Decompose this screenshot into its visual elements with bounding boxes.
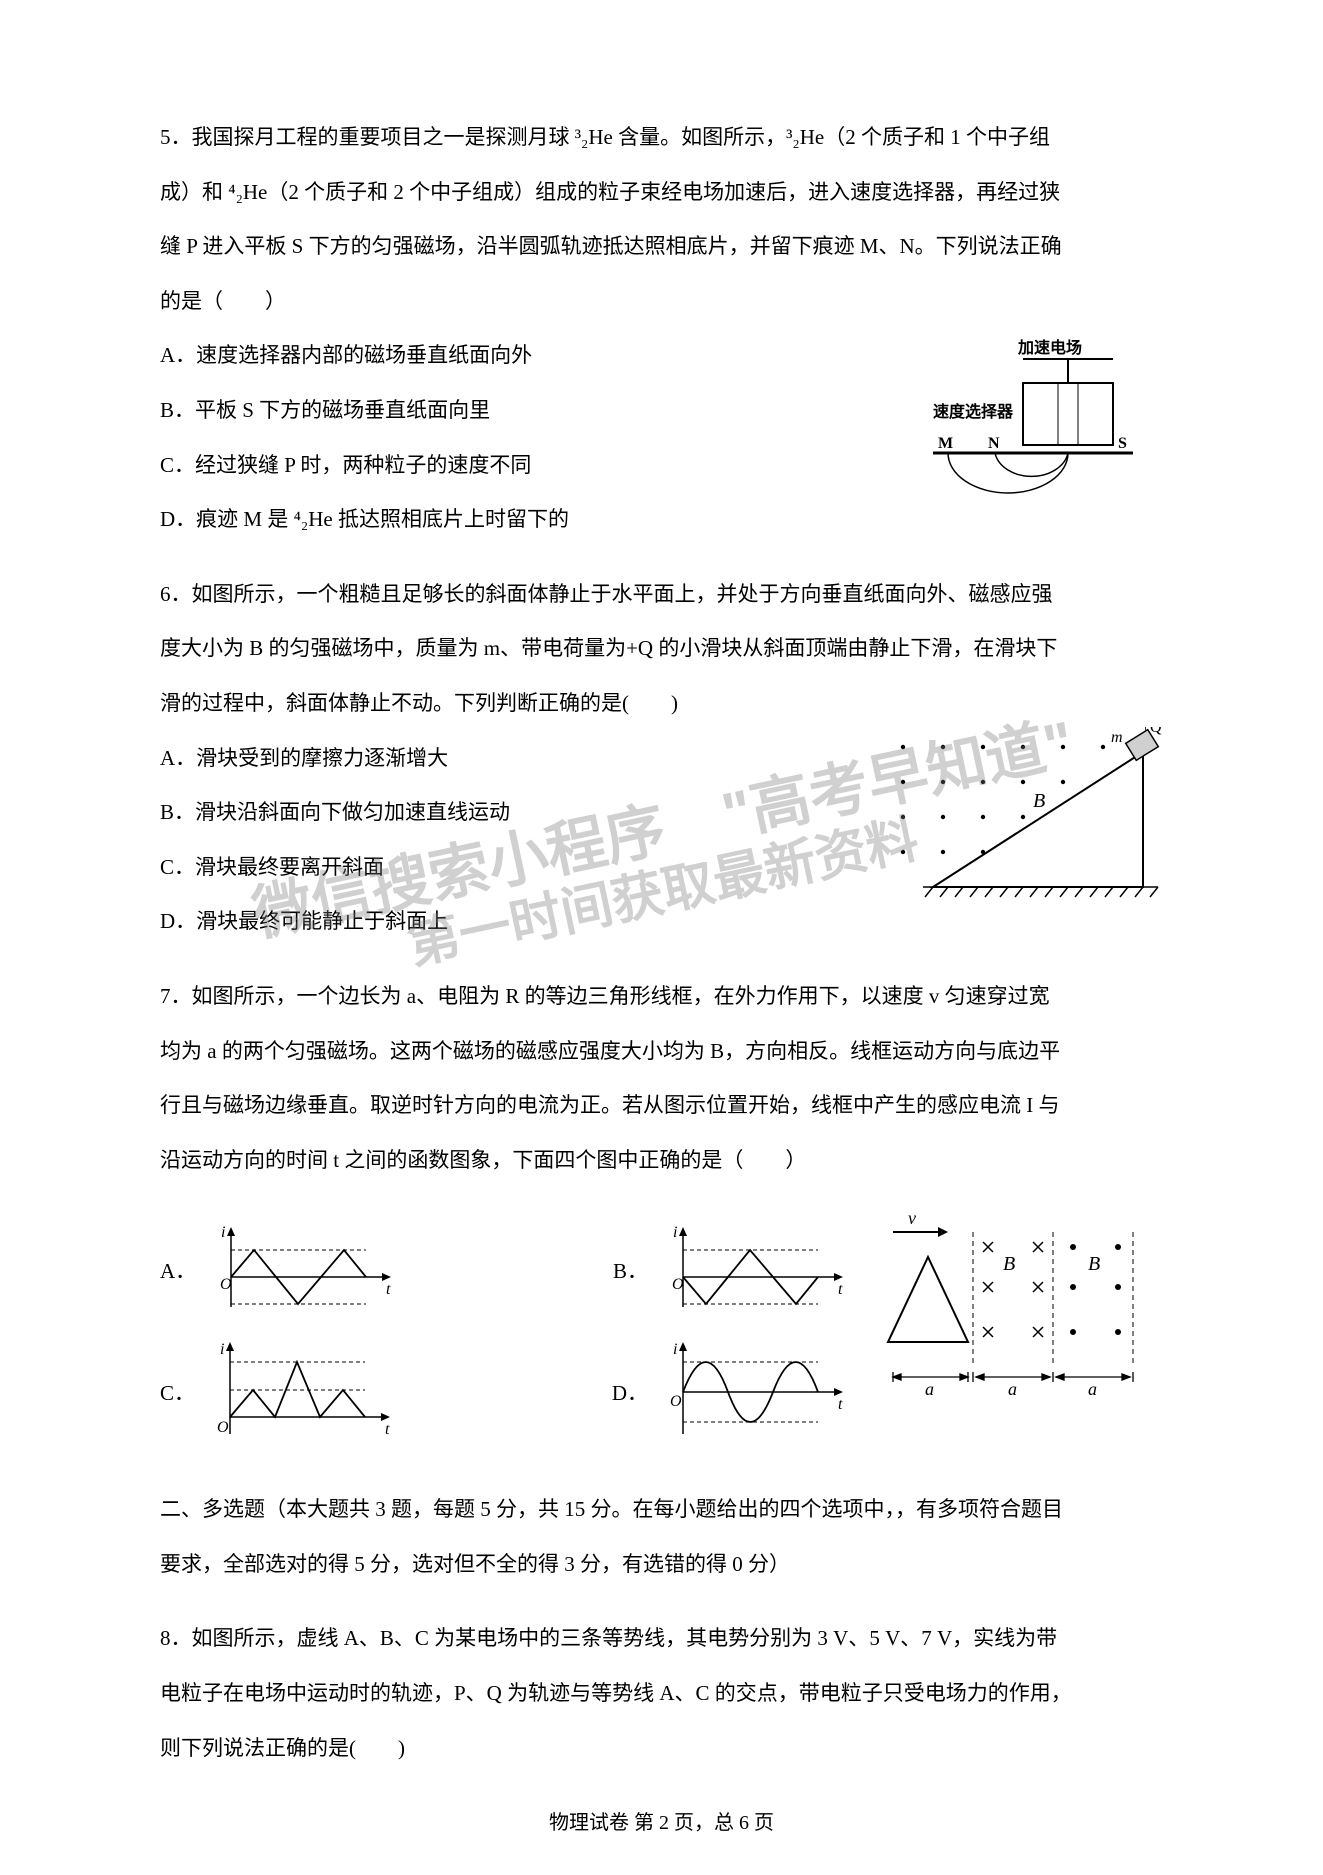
section2-line1: 二、多选题（本大题共 3 题，每题 5 分，共 15 分。在每小题给出的四个选项… (160, 1482, 1163, 1537)
svg-text:a: a (1088, 1379, 1097, 1399)
svg-text:t: t (838, 1396, 843, 1413)
svg-text:B: B (1088, 1253, 1100, 1275)
svg-text:a: a (1008, 1379, 1017, 1399)
q7-graph-b: i O t (658, 1222, 853, 1317)
q6-stem-3: 滑的过程中，斜面体静止不动。下列判断正确的是( ) (160, 676, 1163, 731)
q8-stem-1: 8．如图所示，虚线 A、B、C 为某电场中的三条等势线，其电势分别为 3 V、5… (160, 1611, 1163, 1666)
q7-field-diagram: v B (873, 1202, 1163, 1407)
svg-text:O: O (670, 1393, 682, 1410)
q5-stem-1: 5．我国探月工程的重要项目之一是探测月球 ³₂He 含量。如图所示，³₂He（2… (160, 110, 1163, 165)
q7-option-c: C． i O t (160, 1342, 400, 1442)
svg-text:O: O (217, 1419, 229, 1436)
q7-graph-c: i O t (205, 1342, 400, 1442)
section2-line2: 要求，全部选对的得 5 分，选对但不全的得 3 分，有选错的得 0 分） (160, 1537, 1163, 1592)
q6-dia-m: m (1111, 729, 1123, 746)
q5-dia-m: M (938, 435, 953, 452)
q5-dia-selector: 速度选择器 (933, 402, 1014, 421)
q6-stem-1: 6．如图所示，一个粗糙且足够长的斜面体静止于水平面上，并处于方向垂直纸面向外、磁… (160, 567, 1163, 622)
q7-stem-4: 沿运动方向的时间 t 之间的函数图象，下面四个图中正确的是（ ） (160, 1133, 1163, 1188)
section-2-header: 二、多选题（本大题共 3 题，每题 5 分，共 15 分。在每小题给出的四个选项… (160, 1482, 1163, 1591)
svg-text:a: a (925, 1379, 934, 1399)
svg-text:i: i (673, 1224, 677, 1241)
svg-text:i: i (673, 1342, 677, 1358)
q8-stem-3: 则下列说法正确的是( ) (160, 1721, 1163, 1776)
q5-dia-field: 加速电场 (1017, 338, 1082, 357)
q6-dia-b: B (1033, 790, 1045, 812)
svg-text:i: i (221, 1224, 225, 1241)
q5-dia-n: N (988, 435, 1000, 452)
svg-text:t: t (386, 1281, 391, 1298)
q5-dia-s: S (1118, 435, 1127, 452)
q7-option-a: A． i O t (160, 1222, 401, 1317)
q7-graph-d: i O t (658, 1342, 853, 1442)
q5-diagram: 加速电场 速度选择器 M N S (903, 335, 1163, 520)
svg-text:i: i (220, 1342, 224, 1358)
q7-stem-3: 行且与磁场边缘垂直。取逆时针方向的电流为正。若从图示位置开始，线框中产生的感应电… (160, 1078, 1163, 1133)
svg-text:v: v (908, 1208, 916, 1228)
q7-stem-2: 均为 a 的两个匀强磁场。这两个磁场的磁感应强度大小均为 B，方向相反。线框运动… (160, 1024, 1163, 1079)
question-7: 7．如图所示，一个边长为 a、电阻为 R 的等边三角形线框，在外力作用下，以速度… (160, 969, 1163, 1442)
question-8: 8．如图所示，虚线 A、B、C 为某电场中的三条等势线，其电势分别为 3 V、5… (160, 1611, 1163, 1775)
q8-stem-2: 电粒子在电场中运动时的轨迹，P、Q 为轨迹与等势线 A、C 的交点，带电粒子只受… (160, 1666, 1163, 1721)
q7-stem-1: 7．如图所示，一个边长为 a、电阻为 R 的等边三角形线框，在外力作用下，以速度… (160, 969, 1163, 1024)
q5-stem-3: 缝 P 进入平板 S 下方的匀强磁场，沿半圆弧轨迹抵达照相底片，并留下痕迹 M、… (160, 219, 1163, 274)
q6-dia-q: +Q (1141, 727, 1162, 736)
q7-option-b: B． i O t (613, 1222, 853, 1317)
svg-text:t: t (838, 1281, 843, 1298)
q7-graph-a: i O t (206, 1222, 401, 1317)
svg-text:B: B (1003, 1253, 1015, 1275)
question-5: 5．我国探月工程的重要项目之一是探测月球 ³₂He 含量。如图所示，³₂He（2… (160, 110, 1163, 547)
q6-stem-2: 度大小为 B 的匀强磁场中，质量为 m、带电荷量为+Q 的小滑块从斜面顶端由静止… (160, 621, 1163, 676)
question-6: 6．如图所示，一个粗糙且足够长的斜面体静止于水平面上，并处于方向垂直纸面向外、磁… (160, 567, 1163, 949)
svg-text:O: O (672, 1276, 684, 1293)
q5-stem-2: 成）和 ⁴₂He（2 个质子和 2 个中子组成）组成的粒子束经电场加速后，进入速… (160, 165, 1163, 220)
q7-option-d: D． i O t (612, 1342, 853, 1442)
page-footer: 物理试卷 第 2 页，总 6 页 (0, 1806, 1323, 1835)
svg-text:t: t (385, 1421, 390, 1438)
q5-stem-4: 的是（ ） (160, 274, 1163, 329)
q6-diagram: B m +Q (883, 727, 1173, 922)
svg-text:O: O (220, 1276, 232, 1293)
